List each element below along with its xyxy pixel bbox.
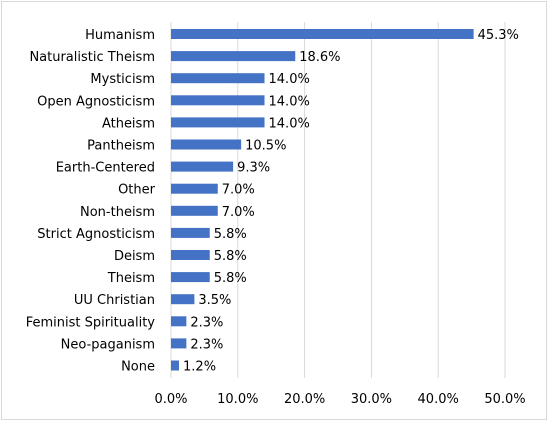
category-label: Open Agnosticism (37, 94, 155, 109)
data-label: 7.0% (222, 205, 255, 220)
x-tick-label: 10.0% (217, 392, 258, 407)
bar (171, 95, 265, 106)
category-label: Neo-paganism (61, 337, 155, 352)
labels: 0.0% 10.0% 20.0% 30.0% 40.0% 50.0% Humanism 45.… (26, 28, 526, 407)
category-label: Atheism (102, 116, 155, 131)
data-label: 5.8% (214, 227, 247, 242)
data-label: 2.3% (190, 337, 223, 352)
data-label: 9.3% (237, 161, 270, 176)
bar (171, 51, 296, 62)
data-label: 18.6% (299, 50, 340, 65)
bar (171, 338, 187, 349)
category-label: Mysticism (90, 72, 155, 87)
x-tick-label: 30.0% (351, 392, 392, 407)
category-label: Theism (107, 271, 155, 286)
category-label: UU Christian (74, 293, 155, 308)
bar (171, 227, 210, 238)
bar (171, 294, 195, 305)
bar (171, 73, 265, 84)
bar (171, 316, 187, 327)
data-label: 1.2% (183, 360, 216, 375)
bar (171, 205, 218, 216)
bar (171, 183, 218, 194)
bar (171, 272, 210, 283)
data-label: 14.0% (269, 116, 310, 131)
data-label: 5.8% (214, 271, 247, 286)
bar (171, 360, 180, 371)
data-label: 14.0% (269, 94, 310, 109)
bar (171, 161, 234, 172)
data-label: 10.5% (245, 139, 286, 154)
x-tick-label: 40.0% (418, 392, 459, 407)
category-label: None (121, 360, 155, 375)
category-label: Naturalistic Theism (29, 50, 155, 65)
data-label: 14.0% (269, 72, 310, 87)
data-label: 5.8% (214, 249, 247, 264)
bar (171, 29, 474, 39)
category-label: Humanism (85, 28, 155, 43)
bar (171, 250, 210, 260)
data-label: 45.3% (478, 28, 519, 43)
x-tick-label: 20.0% (284, 392, 325, 407)
bar (171, 117, 265, 128)
data-label: 7.0% (222, 183, 255, 198)
data-label: 2.3% (190, 315, 223, 330)
category-label: Deism (114, 249, 155, 264)
x-tick-label: 50.0% (484, 392, 525, 407)
category-label: Earth-Centered (56, 161, 155, 176)
category-label: Feminist Spirituality (26, 315, 156, 330)
category-label: Non-theism (80, 205, 155, 220)
bars (171, 29, 474, 371)
category-label: Other (118, 183, 156, 198)
x-tick-label: 0.0% (154, 392, 187, 407)
category-label: Strict Agnosticism (37, 227, 155, 242)
category-label: Pantheism (87, 139, 155, 154)
data-label: 3.5% (198, 293, 231, 308)
bar (171, 139, 242, 150)
